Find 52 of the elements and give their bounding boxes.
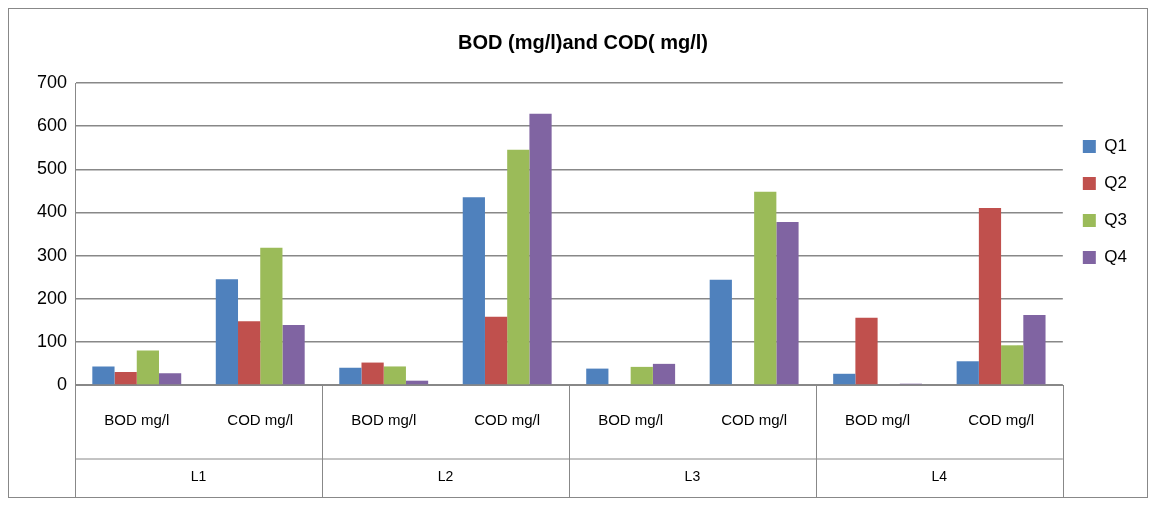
- bar: [114, 372, 137, 385]
- x-tick-label: BOD mg/l: [598, 411, 664, 429]
- legend-label: Q1: [1104, 136, 1128, 156]
- y-tick-label: 100: [36, 330, 68, 351]
- x-tick-label: COD mg/l: [227, 411, 294, 429]
- bar: [260, 247, 283, 385]
- bar: [215, 279, 239, 385]
- bar: [978, 208, 1002, 385]
- bar: [529, 113, 552, 385]
- bar: [507, 149, 530, 385]
- legend-label: Q4: [1104, 247, 1128, 267]
- x-tick-label: COD mg/l: [474, 411, 541, 429]
- y-tick-label: 200: [36, 287, 68, 308]
- bar: [462, 197, 485, 385]
- y-tick-label: 700: [36, 71, 68, 92]
- x-tick-label: BOD mg/l: [351, 411, 417, 429]
- bar: [361, 362, 384, 385]
- text: L3: [684, 467, 701, 484]
- y-tick-label: 300: [36, 244, 68, 265]
- bar: [833, 373, 856, 385]
- y-tick-label: 0: [57, 373, 68, 394]
- bar: [383, 366, 406, 385]
- bar: [855, 317, 878, 385]
- bar: [158, 373, 182, 385]
- legend-label: Q3: [1104, 210, 1128, 230]
- bar: [709, 279, 732, 385]
- x-tick-label: BOD mg/l: [845, 411, 911, 429]
- bar: [1023, 315, 1046, 385]
- x-tick-label: BOD mg/l: [104, 411, 170, 429]
- y-tick-label: 600: [36, 115, 68, 136]
- x-tick-label: COD mg/l: [968, 411, 1035, 429]
- bar: [956, 361, 979, 385]
- text: L4: [931, 467, 948, 484]
- bar: [136, 350, 159, 385]
- bar: [238, 321, 261, 385]
- bar: [754, 191, 777, 385]
- bar: [282, 325, 305, 385]
- bar: [586, 368, 609, 385]
- y-tick-label: 500: [36, 158, 68, 179]
- bar: [484, 316, 508, 385]
- text: L2: [437, 467, 454, 484]
- bar: [1001, 345, 1024, 385]
- text: L1: [190, 467, 207, 484]
- bar: [339, 367, 362, 385]
- bar: [776, 221, 799, 385]
- x-tick-label: COD mg/l: [721, 411, 788, 429]
- y-tick-label: 400: [36, 201, 68, 222]
- bar: [92, 366, 115, 385]
- bar: [652, 363, 676, 385]
- bar: [630, 366, 653, 385]
- chart-title: BOD (mg/l)and COD( mg/l): [458, 30, 708, 53]
- legend-label: Q2: [1104, 173, 1128, 193]
